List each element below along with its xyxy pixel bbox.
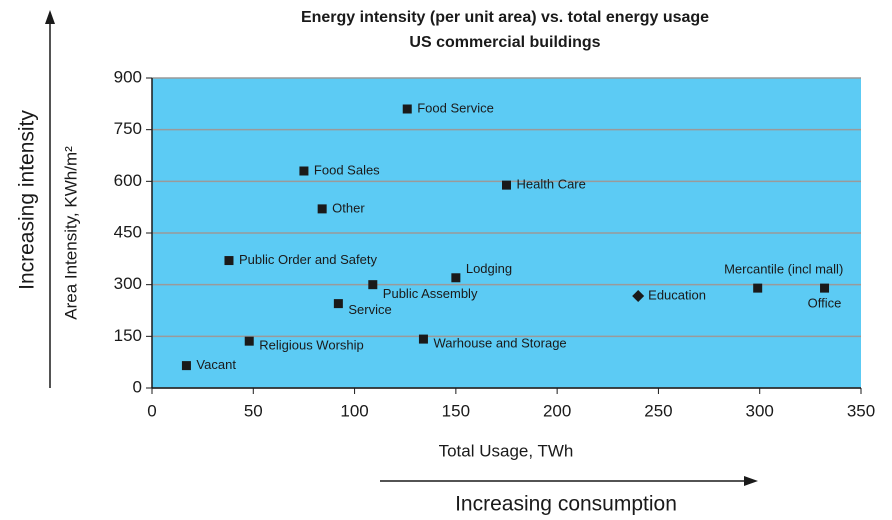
y-tick-label: 300 bbox=[114, 274, 142, 293]
point bbox=[181, 361, 191, 371]
x-axis-label: Total Usage, TWh bbox=[439, 441, 574, 460]
point bbox=[632, 290, 645, 303]
chart-title: Energy intensity (per unit area) vs. tot… bbox=[301, 9, 709, 26]
point bbox=[451, 273, 461, 283]
point bbox=[317, 204, 327, 214]
y-tick-label: 150 bbox=[114, 326, 142, 345]
point-label: Food Service bbox=[417, 100, 494, 115]
x-tick-label: 200 bbox=[543, 401, 571, 420]
point bbox=[753, 283, 763, 293]
x-tick-label: 250 bbox=[644, 401, 672, 420]
point bbox=[224, 256, 234, 266]
annotation: Increasing intensity bbox=[16, 110, 39, 290]
point-label: Public Assembly bbox=[383, 286, 478, 301]
point-label: Religious Worship bbox=[259, 338, 364, 353]
arrow-head bbox=[45, 10, 55, 24]
point bbox=[368, 280, 378, 290]
point bbox=[418, 334, 428, 344]
chart-subtitle: US commercial buildings bbox=[409, 34, 600, 51]
point-label: Office bbox=[808, 296, 842, 311]
arrow-head bbox=[744, 476, 758, 486]
point-label: Mercantile (incl mall) bbox=[724, 262, 843, 277]
x-tick-label: 0 bbox=[147, 401, 156, 420]
point bbox=[244, 336, 254, 346]
point bbox=[402, 104, 412, 114]
y-tick-label: 750 bbox=[114, 119, 142, 138]
annotation: Increasing consumption bbox=[455, 493, 677, 516]
y-tick-label: 450 bbox=[114, 222, 142, 241]
y-tick-label: 900 bbox=[114, 67, 142, 86]
point-label: Lodging bbox=[466, 261, 512, 276]
y-axis-label: Area Intensity, KWh/m² bbox=[61, 146, 80, 320]
x-tick-label: 150 bbox=[442, 401, 470, 420]
point-label: Health Care bbox=[517, 177, 586, 192]
point bbox=[820, 283, 830, 293]
point-label: Service bbox=[348, 302, 391, 317]
point-label: Vacant bbox=[196, 357, 236, 372]
x-tick-label: 350 bbox=[847, 401, 875, 420]
point bbox=[333, 299, 343, 309]
x-tick-label: 300 bbox=[746, 401, 774, 420]
y-tick-label: 600 bbox=[114, 171, 142, 190]
y-tick-label: 0 bbox=[133, 377, 142, 396]
x-tick-label: 50 bbox=[244, 401, 263, 420]
point-label: Food Sales bbox=[314, 162, 380, 177]
x-tick-label: 100 bbox=[340, 401, 368, 420]
point-label: Warhouse and Storage bbox=[433, 336, 566, 351]
point bbox=[502, 180, 511, 190]
point bbox=[299, 166, 309, 176]
point-label: Other bbox=[332, 200, 365, 215]
point-label: Public Order and Safety bbox=[239, 252, 378, 267]
point-label: Education bbox=[648, 287, 706, 302]
